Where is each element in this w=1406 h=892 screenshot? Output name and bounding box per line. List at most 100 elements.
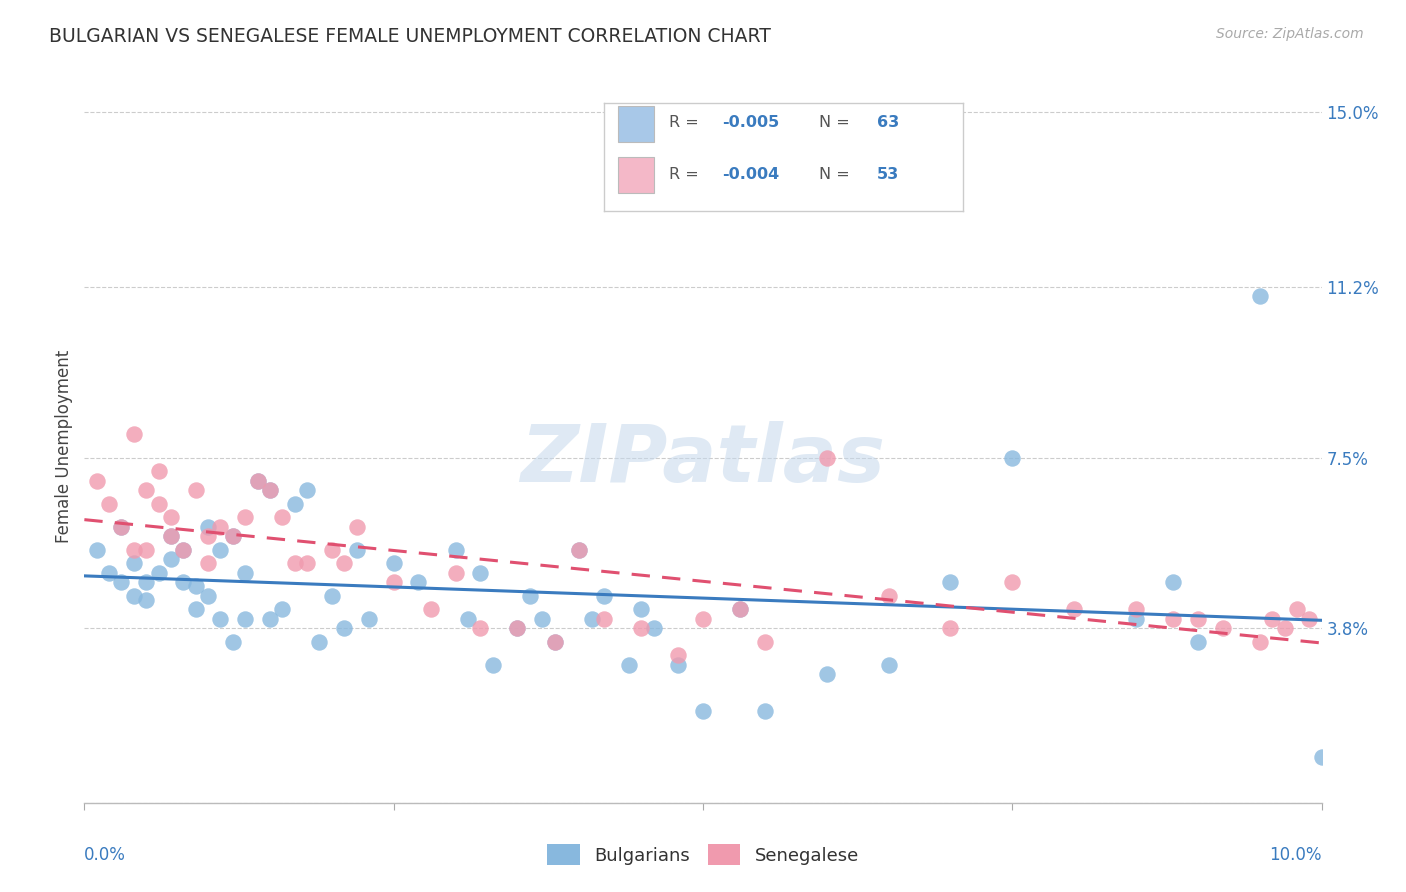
Point — [1274, 621, 1296, 635]
Point — [1310, 749, 1333, 764]
Point — [382, 557, 405, 571]
Point — [172, 542, 194, 557]
Point — [581, 612, 603, 626]
Point — [1001, 450, 1024, 465]
Point — [1212, 621, 1234, 635]
Point — [939, 621, 962, 635]
Point — [1249, 289, 1271, 303]
Text: 0.0%: 0.0% — [84, 846, 127, 863]
Point — [122, 542, 145, 557]
Point — [568, 542, 591, 557]
Point — [160, 529, 183, 543]
Point — [284, 497, 307, 511]
Point — [506, 621, 529, 635]
Point — [246, 474, 269, 488]
Point — [197, 529, 219, 543]
Y-axis label: Female Unemployment: Female Unemployment — [55, 350, 73, 542]
Point — [209, 519, 232, 533]
Point — [444, 566, 467, 580]
Point — [172, 542, 194, 557]
Point — [630, 621, 652, 635]
Point — [333, 621, 356, 635]
Point — [98, 566, 121, 580]
Point — [184, 602, 207, 616]
Text: ZIPatlas: ZIPatlas — [520, 421, 886, 500]
Point — [209, 542, 232, 557]
Point — [593, 589, 616, 603]
Point — [877, 589, 900, 603]
Point — [321, 542, 343, 557]
Point — [481, 657, 503, 672]
Point — [222, 529, 245, 543]
Point — [295, 483, 318, 497]
Point — [444, 542, 467, 557]
Point — [333, 557, 356, 571]
Point — [1161, 574, 1184, 589]
Point — [98, 497, 121, 511]
Point — [543, 634, 565, 648]
Point — [197, 519, 219, 533]
Point — [643, 621, 665, 635]
Point — [295, 557, 318, 571]
Point — [172, 574, 194, 589]
Point — [197, 557, 219, 571]
Point — [122, 589, 145, 603]
Point — [815, 450, 838, 465]
Text: Source: ZipAtlas.com: Source: ZipAtlas.com — [1216, 27, 1364, 41]
Point — [148, 464, 170, 478]
Point — [122, 427, 145, 442]
Point — [692, 704, 714, 718]
Point — [86, 542, 108, 557]
Point — [1249, 634, 1271, 648]
Point — [160, 510, 183, 524]
Point — [519, 589, 541, 603]
Point — [284, 557, 307, 571]
Point — [122, 557, 145, 571]
Point — [233, 612, 256, 626]
Point — [346, 519, 368, 533]
Point — [1298, 612, 1320, 626]
Point — [815, 666, 838, 681]
Point — [184, 579, 207, 593]
Point — [531, 612, 554, 626]
Point — [630, 602, 652, 616]
Point — [135, 483, 157, 497]
Point — [470, 621, 492, 635]
Point — [222, 634, 245, 648]
Point — [1063, 602, 1085, 616]
Point — [1125, 602, 1147, 616]
Point — [148, 566, 170, 580]
Point — [1001, 574, 1024, 589]
Point — [135, 574, 157, 589]
Text: BULGARIAN VS SENEGALESE FEMALE UNEMPLOYMENT CORRELATION CHART: BULGARIAN VS SENEGALESE FEMALE UNEMPLOYM… — [49, 27, 770, 45]
Point — [692, 612, 714, 626]
Point — [666, 648, 689, 663]
Point — [357, 612, 380, 626]
Point — [382, 574, 405, 589]
Point — [419, 602, 441, 616]
Point — [1161, 612, 1184, 626]
Point — [233, 510, 256, 524]
Point — [197, 589, 219, 603]
Point — [408, 574, 430, 589]
Point — [160, 551, 183, 566]
Point — [148, 497, 170, 511]
Point — [754, 704, 776, 718]
Point — [209, 612, 232, 626]
Point — [506, 621, 529, 635]
Point — [877, 657, 900, 672]
Point — [1285, 602, 1308, 616]
Point — [135, 542, 157, 557]
Point — [1187, 634, 1209, 648]
Point — [728, 602, 751, 616]
Point — [543, 634, 565, 648]
Point — [1261, 612, 1284, 626]
Text: 10.0%: 10.0% — [1270, 846, 1322, 863]
Point — [1187, 612, 1209, 626]
Point — [457, 612, 479, 626]
Point — [184, 483, 207, 497]
Point — [939, 574, 962, 589]
Point — [259, 612, 281, 626]
Point — [135, 593, 157, 607]
Point — [160, 529, 183, 543]
